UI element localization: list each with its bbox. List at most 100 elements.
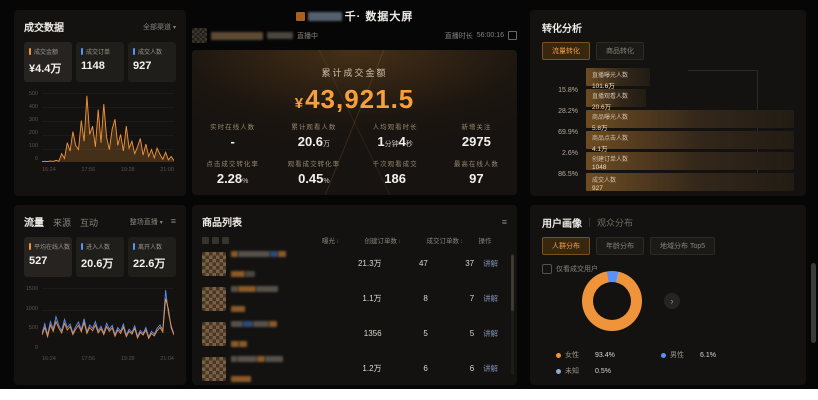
main-metric-value: ¥43,921.5 <box>294 84 415 114</box>
censored-streamer-name <box>211 31 263 40</box>
audience-panel: 用户画像 观众分布 人群分布 年龄分布 地域分布 Top5 仅看成交用户 › 女… <box>530 205 806 385</box>
leave-count-card[interactable]: 离开人数 22.6万 <box>128 237 176 277</box>
exposure-cell: 1.2万 <box>362 364 382 373</box>
metric-online-users: 实时在线人数 - <box>210 124 256 149</box>
avg-online-card[interactable]: 平均在线人数 527 <box>24 237 72 277</box>
tab-traffic[interactable]: 流量 <box>24 218 44 229</box>
column-header-created-orders[interactable]: 创建订单数↕ <box>364 238 402 245</box>
tab-interaction[interactable]: 互动 <box>80 218 99 228</box>
menu-icon[interactable]: ≡ <box>170 216 176 226</box>
column-header-exposure[interactable]: 曝光↕ <box>322 238 339 245</box>
explain-button[interactable]: 讲解 <box>483 364 499 373</box>
products-panel-title: 商品列表 <box>202 218 242 229</box>
table-row[interactable]: 1.1万 8 7 讲解 <box>202 282 507 315</box>
tab-crowd-distribution[interactable]: 人群分布 <box>542 237 590 255</box>
deal-users-only-checkbox[interactable] <box>542 264 552 274</box>
deal-chart-y-axis: 500 400 300 200 100 0 <box>28 91 38 162</box>
accent-bar-icon <box>29 48 31 55</box>
table-scrollbar[interactable] <box>511 253 514 375</box>
column-header-deal-orders[interactable]: 成交订单数↕ <box>426 238 464 245</box>
duration-label: 直播时长 <box>444 32 473 40</box>
menu-icon[interactable]: ≡ <box>501 216 507 227</box>
duration-value: 56:00:16 <box>476 32 504 39</box>
exposure-cell: 1.1万 <box>362 294 382 303</box>
deal-filter-label: 全部渠道 <box>142 23 171 31</box>
table-row[interactable]: 21.3万 47 37 讲解 <box>202 247 507 280</box>
exposure-cell: 21.3万 <box>357 259 382 268</box>
product-thumbnail <box>202 321 226 346</box>
explain-button[interactable]: 讲解 <box>483 259 499 268</box>
product-thumbnail <box>202 356 226 381</box>
funnel-step: 28.2% 直播观看人数 20.6万 <box>558 89 794 115</box>
censored-account-name <box>307 11 342 21</box>
card-label: 进入人数 <box>86 245 111 251</box>
legend-item-female: 女性 93.4% <box>556 350 661 360</box>
enter-count-card[interactable]: 进入人数 20.6万 <box>76 237 124 277</box>
fullscreen-icon[interactable] <box>508 31 517 40</box>
sort-icon: ↕ <box>336 239 339 245</box>
card-label: 平均在线人数 <box>34 245 71 251</box>
exposure-cell: 1356 <box>363 329 382 338</box>
product-filter-chips[interactable] <box>202 236 229 244</box>
table-row[interactable]: 1356 5 5 讲解 <box>202 317 507 350</box>
table-row[interactable]: 1.2万 6 6 讲解 <box>202 352 507 385</box>
legend-dot-icon <box>556 352 561 358</box>
divider <box>589 218 590 227</box>
page-scrollbar[interactable] <box>811 0 816 389</box>
donut-legend: 女性 93.4% 男性 6.1% 未知 0.5% <box>556 350 766 376</box>
tab-user-portrait[interactable]: 用户画像 <box>542 219 582 230</box>
metric-view-conversion: 观看成交转化率 0.45% <box>287 161 341 186</box>
deal-data-panel: 成交数据 全部渠道 ▾ 成交金额 ¥4.4万 成交订单 1148 成交人数 927… <box>14 10 186 196</box>
card-label: 离开人数 <box>138 245 163 251</box>
tab-region-distribution[interactable]: 地域分布 Top5 <box>650 237 716 255</box>
legend-dot-icon <box>661 352 666 358</box>
metric-total-viewers: 累计观看人数 20.6万 <box>291 124 337 149</box>
card-value: 527 <box>29 255 48 267</box>
tab-age-distribution[interactable]: 年龄分布 <box>596 237 644 255</box>
summary-metrics: 实时在线人数 - 累计观看人数 20.6万 人均观看时长 1分钟4秒 新增关注 … <box>192 121 517 186</box>
traffic-range-dropdown[interactable]: 整场直播 ▾ <box>129 219 163 226</box>
main-metric-label: 累计成交金额 <box>321 68 388 78</box>
deal-panel-title: 成交数据 <box>24 23 64 34</box>
funnel-step: 86.5% 创建订单人数 1048 <box>558 152 794 178</box>
deal-orders-cell: 7 <box>469 294 475 303</box>
explain-button[interactable]: 讲解 <box>483 294 499 303</box>
card-value: 1148 <box>81 60 105 72</box>
censored-product-title <box>231 351 333 387</box>
accent-bar-icon <box>81 243 83 250</box>
product-thumbnail <box>202 286 226 311</box>
metric-avg-watch-time: 人均观看时长 1分钟4秒 <box>372 124 418 149</box>
filter-chip[interactable] <box>222 236 229 244</box>
accent-bar-icon <box>133 243 135 250</box>
tab-source[interactable]: 来源 <box>53 218 72 228</box>
filter-chip[interactable] <box>202 236 209 244</box>
funnel-step: 成交人数 927 <box>586 173 794 192</box>
tab-product-conversion[interactable]: 商品转化 <box>596 42 644 60</box>
tab-traffic-conversion[interactable]: 流量转化 <box>542 42 590 60</box>
tab-audience-distribution[interactable]: 观众分布 <box>597 218 634 228</box>
created-orders-cell: 6 <box>423 364 428 373</box>
traffic-trend-chart <box>41 288 175 351</box>
card-label: 成交人数 <box>138 50 163 56</box>
checkbox-label: 仅看成交用户 <box>556 266 598 273</box>
deal-filter-dropdown[interactable]: 全部渠道 ▾ <box>143 22 176 32</box>
chevron-right-button[interactable]: › <box>664 293 680 309</box>
funnel-guide-line <box>688 70 757 71</box>
deal-orders-card[interactable]: 成交订单 1148 <box>76 42 124 82</box>
filter-chip[interactable] <box>212 236 219 244</box>
product-thumbnail <box>202 251 226 276</box>
censored-product-title <box>231 316 333 352</box>
deal-buyers-card[interactable]: 成交人数 927 <box>128 42 176 82</box>
deal-trend-chart <box>41 93 175 163</box>
deal-amount-card[interactable]: 成交金额 ¥4.4万 <box>24 42 72 82</box>
deal-orders-cell: 5 <box>469 329 475 338</box>
chevron-down-icon: ▾ <box>172 24 176 31</box>
explain-button[interactable]: 讲解 <box>483 329 499 338</box>
funnel-step: 15.8% 直播曝光人数 101.6万 <box>558 68 794 94</box>
created-orders-cell: 5 <box>423 329 428 338</box>
accent-bar-icon <box>133 48 135 55</box>
censored-badge <box>267 32 293 39</box>
column-header-action: 操作 <box>478 238 492 245</box>
live-status: 直播中 <box>297 32 318 40</box>
dashboard-header: 千· 数据大屏 直播中 直播时长 56:00:16 <box>192 8 517 48</box>
